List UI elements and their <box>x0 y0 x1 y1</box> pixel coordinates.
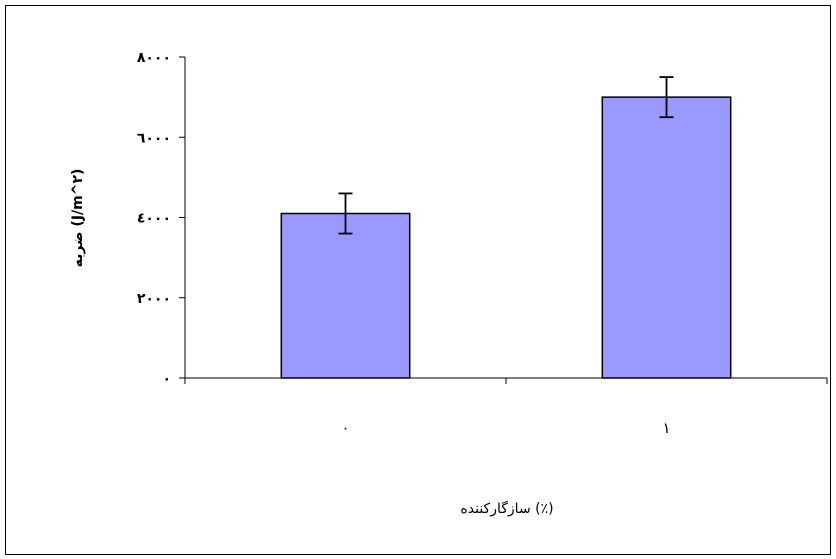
x-category-label: ۰ <box>341 419 349 437</box>
y-axis-label: ضربه (J/m^۲) <box>70 169 86 268</box>
y-tick-label: ۰ <box>162 371 171 387</box>
bar <box>601 96 732 379</box>
y-tick-label: ٤۰۰۰ <box>137 211 171 227</box>
y-tick-label: ۲۰۰۰ <box>137 291 171 307</box>
error-bar <box>659 76 674 119</box>
y-ticks: ۰ ۲۰۰۰ ٤۰۰۰ ٦۰۰۰ ۸۰۰۰ <box>137 50 185 387</box>
error-bars <box>338 76 674 235</box>
bars <box>280 96 732 379</box>
x-category-label: ۱ <box>662 419 670 437</box>
error-bar <box>338 192 353 235</box>
y-tick-label: ٦۰۰۰ <box>137 130 171 146</box>
y-tick-label: ۸۰۰۰ <box>137 50 171 66</box>
bar <box>280 212 411 379</box>
x-axis-label: سازگارکننده (٪) <box>460 500 553 517</box>
